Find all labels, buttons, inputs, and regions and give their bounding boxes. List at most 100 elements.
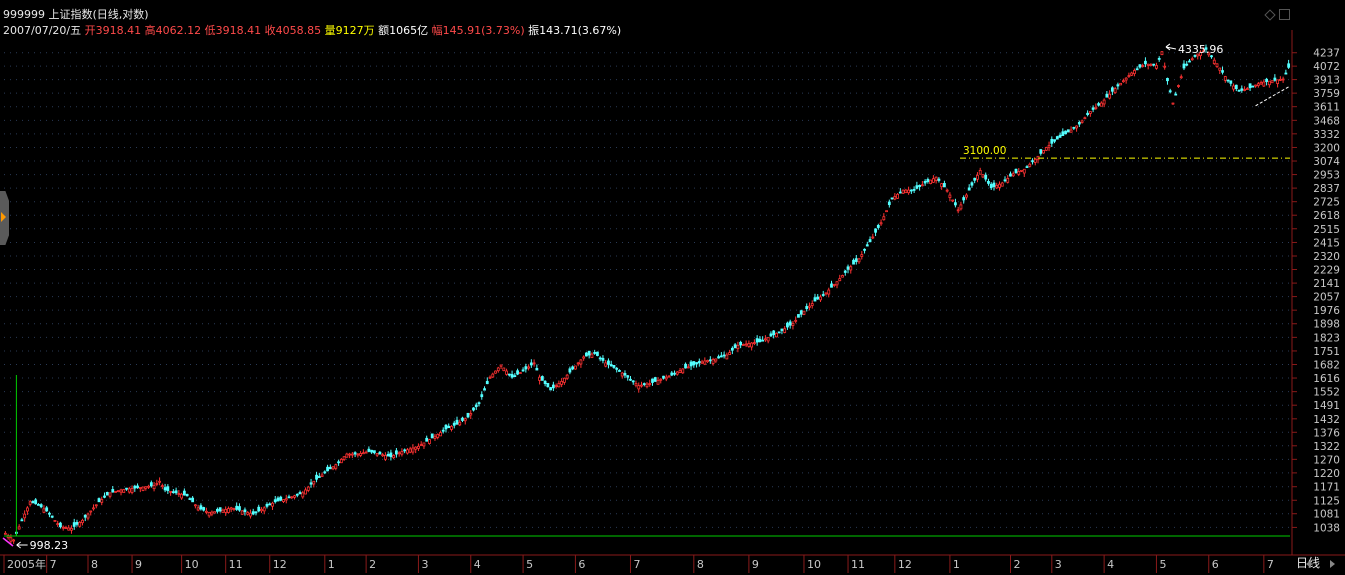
candle-down [984, 174, 988, 180]
amplitude-value: 143.71(3.67%) [539, 24, 622, 37]
candle-up [12, 539, 16, 542]
candle-up [1160, 51, 1164, 56]
candle-up [907, 189, 911, 194]
candle-up [1212, 59, 1216, 64]
candle-up [1177, 85, 1180, 87]
time-tick-label: 7 [50, 558, 57, 571]
candle-up [675, 371, 679, 375]
candle-down [973, 177, 977, 181]
low-value: 3918.41 [215, 24, 262, 37]
candle-down [642, 383, 646, 385]
candle-down [1182, 63, 1186, 69]
candle-down [353, 452, 357, 455]
candle-up [901, 189, 905, 194]
candle-down [1135, 68, 1139, 71]
candle-down [507, 373, 511, 376]
candle-up [114, 490, 117, 493]
candle-up [1196, 53, 1200, 57]
candle-down [909, 189, 913, 192]
candle-up [94, 504, 98, 507]
scroll-left-icon[interactable] [1306, 560, 1311, 568]
price-tick-label: 1616 [1313, 373, 1340, 385]
candle-down [926, 179, 930, 182]
candle-up [590, 353, 594, 358]
price-tick-label: 1081 [1313, 509, 1340, 521]
candle-up [882, 216, 886, 221]
candle-up [408, 448, 412, 453]
candle-down [568, 368, 572, 373]
candle-down [295, 493, 299, 496]
candle-down [1251, 85, 1255, 88]
candle-down [1273, 77, 1277, 81]
candle-up [345, 453, 349, 458]
candle-down [273, 499, 277, 503]
candle-down [182, 490, 186, 496]
time-tick-label: 9 [752, 558, 759, 571]
candle-up [802, 310, 806, 315]
candle-up [301, 492, 305, 498]
candle-up [978, 169, 982, 175]
candle-down [105, 491, 109, 496]
candle-up [1259, 82, 1263, 85]
candle-up [144, 486, 148, 489]
maximize-icon[interactable] [1279, 9, 1290, 20]
expand-panel-tab[interactable] [0, 191, 9, 245]
candle-up [1278, 79, 1282, 81]
candle-down [970, 182, 974, 186]
candle-up [64, 527, 68, 529]
time-tick-label: 6 [1212, 558, 1219, 571]
candle-down [629, 378, 632, 381]
candle-down [662, 375, 665, 379]
price-tick-label: 1171 [1313, 482, 1340, 494]
candle-down [279, 496, 283, 501]
candle-up [1281, 78, 1285, 81]
candle-up [678, 370, 682, 373]
candle-up [469, 413, 473, 416]
amplitude-label: 振 [528, 24, 540, 37]
candle-up [1171, 102, 1175, 105]
time-tick-label: 3 [1055, 558, 1062, 571]
candle-down [918, 184, 922, 187]
candle-down [1166, 78, 1169, 82]
candle-up [750, 342, 754, 348]
candle-up [931, 178, 935, 183]
candle-up [934, 176, 938, 181]
candle-up [810, 303, 814, 306]
candle-down [452, 422, 456, 426]
close-label: 收 [264, 24, 276, 37]
candle-down [510, 374, 514, 378]
candle-down [887, 201, 891, 206]
start-marker [2, 537, 14, 547]
scroll-right-icon[interactable] [1330, 560, 1335, 568]
candle-up [554, 385, 558, 388]
candle-up [119, 489, 123, 493]
candle-up [951, 199, 955, 202]
candle-down [218, 507, 222, 512]
candle-up [383, 454, 387, 460]
candle-down [34, 499, 38, 505]
candle-up [1133, 70, 1136, 75]
candle-up [246, 512, 250, 515]
price-tick-label: 1038 [1313, 522, 1340, 534]
candle-up [221, 509, 225, 513]
candle-down [719, 355, 723, 358]
time-tick-label: 1 [328, 558, 335, 571]
time-tick-label: 5 [1159, 558, 1166, 571]
candle-up [871, 236, 875, 239]
candle-up [849, 266, 853, 271]
price-tick-label: 2057 [1313, 292, 1340, 304]
candle-down [254, 511, 258, 514]
candle-down [788, 321, 792, 326]
candle-up [827, 289, 831, 295]
candle-up [835, 281, 839, 286]
candle-up [965, 194, 968, 198]
candle-down [546, 382, 550, 388]
candle-up [794, 319, 798, 322]
candle-up [422, 442, 426, 447]
candle-down [202, 507, 206, 511]
candle-down [593, 352, 597, 354]
candle-down [441, 429, 445, 432]
candle-up [538, 376, 542, 381]
candle-down [337, 461, 340, 464]
